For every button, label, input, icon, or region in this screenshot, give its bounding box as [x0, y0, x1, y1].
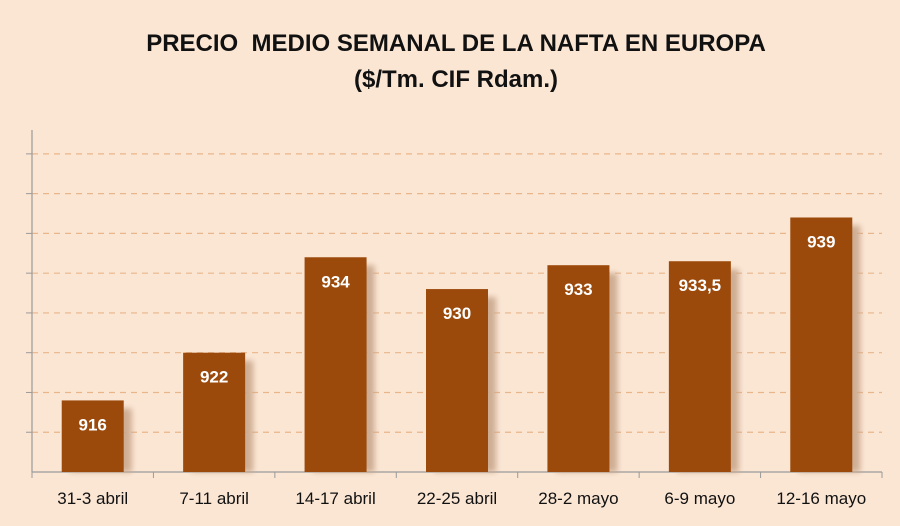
data-label: 933: [564, 280, 592, 299]
chart-title: PRECIO MEDIO SEMANAL DE LA NAFTA EN EURO…: [146, 30, 766, 57]
x-tick-label: 6-9 mayo: [664, 489, 735, 508]
data-label: 922: [200, 368, 228, 387]
x-axis-labels: 31-3 abril 7-11 abril 14-17 abril 22-25 abr…: [57, 489, 866, 508]
bar: [547, 265, 610, 472]
x-tick-label: 7-11 abril: [179, 489, 249, 508]
data-label: 939: [807, 232, 835, 251]
x-tick-label: 12-16 mayo: [776, 489, 866, 508]
data-label: 933,5: [679, 276, 722, 295]
bar: [183, 352, 246, 472]
bar: [61, 400, 124, 472]
x-tick-label: 14-17 abril: [295, 489, 375, 508]
x-tick-label: 28-2 mayo: [538, 489, 618, 508]
gridlines: [32, 153, 882, 433]
bar: [304, 257, 367, 472]
x-tick-label: 22-25 abril: [417, 489, 497, 508]
data-label: 916: [79, 415, 107, 434]
bar: [668, 261, 731, 472]
bars: 916 922 934 930 933 933,5 939: [61, 217, 861, 472]
bar: [426, 289, 488, 472]
data-label: 934: [321, 272, 350, 291]
chart-subtitle: ($/Tm. CIF Rdam.): [354, 66, 558, 93]
x-tick-label: 31-3 abril: [57, 489, 128, 508]
data-label: 930: [443, 304, 471, 323]
bar: [790, 217, 853, 472]
